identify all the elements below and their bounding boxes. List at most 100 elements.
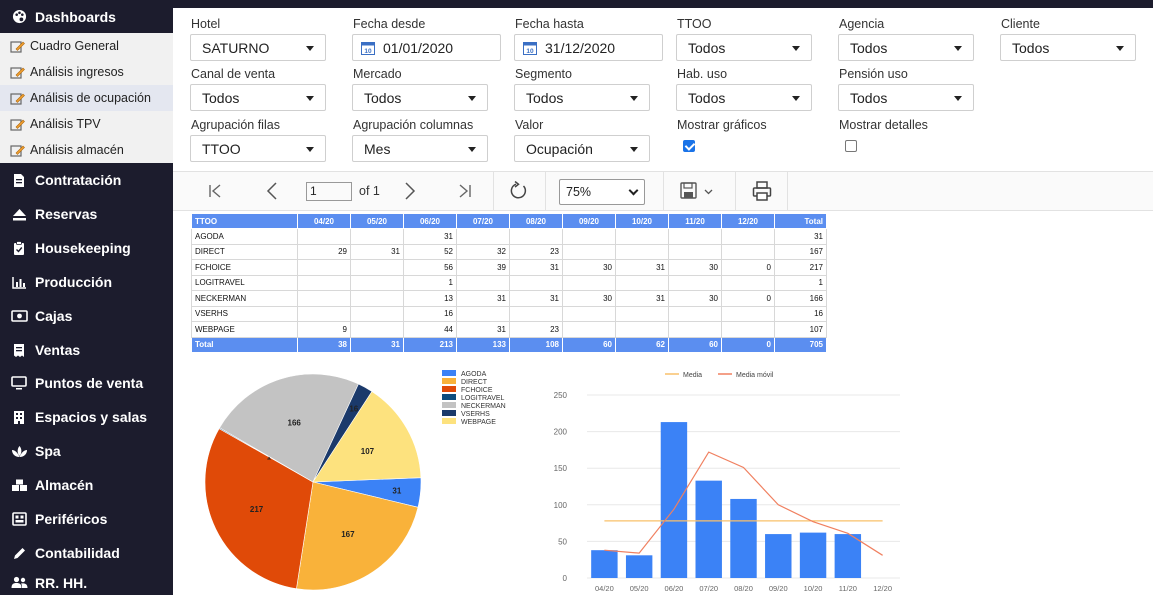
sidebar-item-label: Dashboards	[35, 8, 116, 25]
sidebar-item-espacios-y-salas[interactable]: Espacios y salas	[0, 400, 173, 434]
ttoo-select[interactable]: Todos	[676, 34, 812, 61]
table-cell	[721, 228, 775, 245]
column-header[interactable]: 08/20	[509, 213, 563, 229]
last-page-button[interactable]	[456, 181, 474, 201]
column-header[interactable]: Total	[774, 213, 827, 229]
legend-label[interactable]: Media móvil	[736, 372, 774, 379]
refresh-button[interactable]	[506, 179, 530, 203]
export-button[interactable]	[678, 180, 718, 202]
sidebar-item-spa[interactable]: Spa	[0, 434, 173, 468]
subitem-analisis-tpv[interactable]: Análisis TPV	[0, 111, 173, 137]
cash-icon	[10, 308, 28, 324]
segmento-select[interactable]: Todos	[514, 84, 650, 111]
prev-page-button[interactable]	[263, 180, 281, 202]
canal-select[interactable]: Todos	[190, 84, 326, 111]
mostrar-detalles-checkbox[interactable]	[845, 140, 857, 152]
sidebar-item-contabilidad[interactable]: Contabilidad	[0, 536, 173, 570]
table-cell: WEBPAGE	[191, 321, 298, 338]
table-cell	[668, 228, 722, 245]
bar-04/20[interactable]	[591, 550, 618, 578]
save-icon	[680, 182, 713, 199]
subitem-analisis-almacen[interactable]: Análisis almacén	[0, 137, 173, 163]
legend-label[interactable]: VSERHS	[461, 411, 490, 418]
toolbar-divider	[735, 172, 736, 210]
cliente-select[interactable]: Todos	[1000, 34, 1136, 61]
bar-11/20[interactable]	[834, 534, 862, 578]
column-header[interactable]: 10/20	[615, 213, 669, 229]
next-page-button[interactable]	[401, 180, 419, 202]
mostrar-graficos-checkbox[interactable]	[683, 140, 695, 152]
subitem-cuadro-general[interactable]: Cuadro General	[0, 33, 173, 59]
legend-label[interactable]: Media	[683, 372, 702, 379]
subitem-analisis-ingresos[interactable]: Análisis ingresos	[0, 59, 173, 85]
sidebar-item-puntos-de-venta[interactable]: Puntos de venta	[0, 366, 173, 400]
legend-label[interactable]: NECKERMAN	[461, 403, 506, 410]
column-header[interactable]: 12/20	[721, 213, 775, 229]
column-header[interactable]: 07/20	[456, 213, 510, 229]
legend-label[interactable]: AGODA	[461, 371, 487, 378]
pie-slice-neckerman[interactable]	[219, 373, 359, 483]
bar-07/20[interactable]	[695, 480, 722, 578]
sidebar-item-rrhh[interactable]: RR. HH.	[0, 570, 173, 595]
column-header[interactable]: 04/20	[297, 213, 351, 229]
table-cell: DIRECT	[191, 243, 298, 260]
column-header[interactable]: 05/20	[350, 213, 404, 229]
table-cell: 0	[721, 259, 775, 276]
sidebar-item-cajas[interactable]: Cajas	[0, 299, 173, 333]
hab-uso-select[interactable]: Todos	[676, 84, 812, 111]
x-tick-label: 09/20	[769, 584, 788, 593]
sidebar-item-perifericos[interactable]: Periféricos	[0, 502, 173, 536]
agencia-select[interactable]: Todos	[838, 34, 974, 61]
mercado-select[interactable]: Todos	[352, 84, 488, 111]
page-number-input[interactable]: 1	[306, 182, 352, 201]
sidebar-item-almacen[interactable]: Almacén	[0, 468, 173, 502]
legend-label[interactable]: LOGITRAVEL	[461, 395, 505, 402]
column-header[interactable]: 09/20	[562, 213, 616, 229]
bar-08/20[interactable]	[730, 498, 757, 578]
legend-label[interactable]: WEBPAGE	[461, 419, 496, 426]
column-header[interactable]: TTOO	[191, 213, 298, 229]
media-movil-line[interactable]	[604, 451, 883, 556]
table-cell	[350, 305, 404, 322]
legend-label[interactable]: FCHOICE	[461, 387, 493, 394]
pie-slice-fchoice[interactable]	[204, 428, 314, 590]
toolbar-divider	[493, 172, 494, 210]
table-cell	[509, 274, 563, 291]
pie-slice-webpage[interactable]	[312, 391, 422, 483]
table-cell	[562, 305, 616, 322]
sidebar-item-contratacion[interactable]: Contratación	[0, 163, 173, 197]
valor-select[interactable]: Ocupación	[514, 135, 650, 162]
bar-05/20[interactable]	[625, 555, 653, 578]
bar-09/20[interactable]	[765, 534, 792, 578]
y-tick-label: 250	[554, 391, 568, 400]
agrup-filas-select[interactable]: TTOO	[190, 135, 326, 162]
sidebar-item-ventas[interactable]: Ventas	[0, 333, 173, 367]
fecha-desde-input[interactable]: 10 01/01/2020	[352, 34, 501, 61]
building-icon	[10, 409, 28, 425]
sidebar-item-produccion[interactable]: Producción	[0, 265, 173, 299]
table-cell: 31	[456, 321, 510, 338]
legend-label[interactable]: DIRECT	[461, 379, 488, 386]
bar-06/20[interactable]	[660, 422, 688, 578]
agrup-columnas-select[interactable]: Mes	[352, 135, 488, 162]
sidebar-item-reservas[interactable]: Reservas	[0, 197, 173, 231]
pension-uso-select[interactable]: Todos	[838, 84, 974, 111]
sidebar-item-dashboards[interactable]: Dashboards	[0, 0, 173, 33]
zoom-select[interactable]: 75%	[559, 179, 645, 205]
canal-select-value: Todos	[202, 89, 240, 106]
y-tick-label: 0	[563, 574, 568, 583]
fecha-hasta-input[interactable]: 10 31/12/2020	[514, 34, 663, 61]
bar-10/20[interactable]	[799, 532, 827, 578]
table-cell: 39	[456, 259, 510, 276]
first-page-button[interactable]	[206, 181, 224, 201]
hotel-select[interactable]: SATURNO	[190, 34, 326, 61]
table-cell: 9	[297, 321, 351, 338]
sidebar-item-housekeeping[interactable]: Housekeeping	[0, 231, 173, 265]
legend-swatch	[442, 402, 456, 408]
print-button[interactable]	[751, 180, 773, 202]
column-header[interactable]: 06/20	[403, 213, 457, 229]
table-cell: 31	[774, 228, 827, 245]
subitem-analisis-ocupacion[interactable]: Análisis de ocupación	[0, 85, 173, 111]
pie-slice-direct[interactable]	[296, 481, 419, 590]
column-header[interactable]: 11/20	[668, 213, 722, 229]
